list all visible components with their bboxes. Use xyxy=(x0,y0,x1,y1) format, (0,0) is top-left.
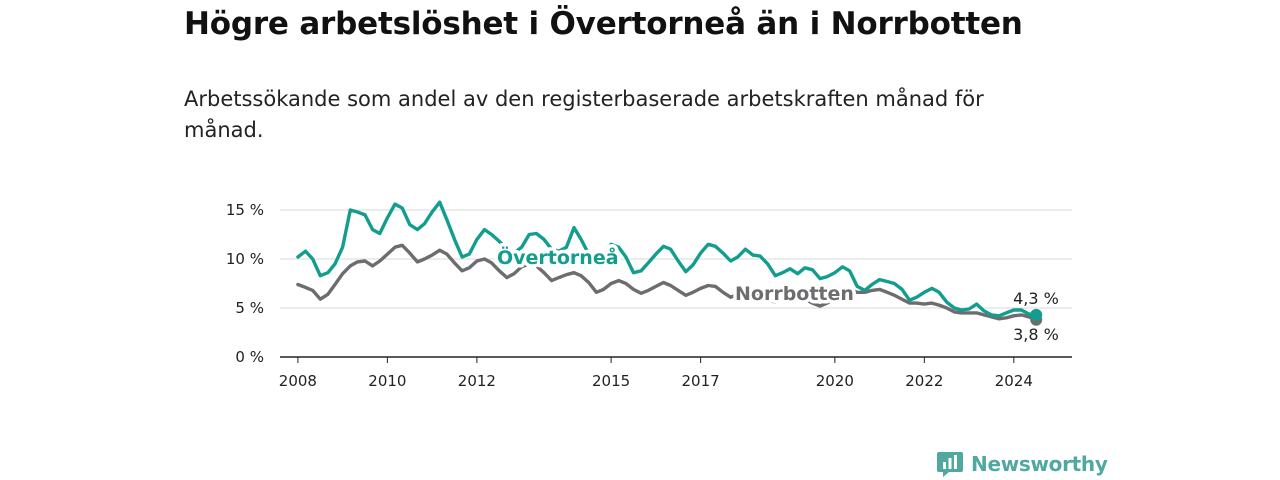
x-tick-label: 2022 xyxy=(905,372,943,390)
x-axis-ticks: 2008 2010 2012 2015 2017 2020 2022 2024 xyxy=(279,357,1033,390)
chart-subtitle: Arbetssökande som andel av den registerb… xyxy=(184,87,984,142)
y-tick-label: 5 % xyxy=(235,299,264,317)
end-value-label-norrbotten: 3,8 % xyxy=(1013,325,1059,344)
series-line-overtornea xyxy=(296,200,1038,318)
series-label-halo: Norrbotten xyxy=(735,283,854,305)
series-label-overtornea: Övertorneå xyxy=(497,245,619,269)
end-marker-overtornea xyxy=(1030,308,1043,321)
series-line-norrbotten xyxy=(296,243,1038,322)
x-tick-label: 2024 xyxy=(995,372,1033,390)
newsworthy-logo[interactable]: Newsworthy xyxy=(937,449,1108,479)
y-tick-label: 15 % xyxy=(226,201,264,219)
x-tick-label: 2012 xyxy=(458,372,496,390)
y-tick-label: 0 % xyxy=(235,348,264,366)
x-tick-label: 2008 xyxy=(279,372,317,390)
brand-name: Newsworthy xyxy=(971,452,1108,476)
chart-title: Högre arbetslöshet i Övertorneå än i Nor… xyxy=(184,6,1023,42)
series-lines xyxy=(296,200,1043,326)
y-axis-ticks: 0 % 5 % 10 % 15 % xyxy=(226,201,264,366)
newsworthy-logo-icon xyxy=(937,452,963,477)
x-tick-label: 2020 xyxy=(816,372,854,390)
series-label-halo: Övertorneå xyxy=(497,245,619,269)
x-tick-label: 2010 xyxy=(368,372,406,390)
x-tick-label: 2017 xyxy=(682,372,720,390)
y-tick-label: 10 % xyxy=(226,250,264,268)
x-tick-label: 2015 xyxy=(592,372,630,390)
series-label-norrbotten: Norrbotten xyxy=(735,283,854,305)
series-labels: ÖvertorneåÖvertorneåNorrbottenNorrbotten… xyxy=(494,242,1059,345)
end-value-label-overtornea: 4,3 % xyxy=(1013,289,1059,308)
gridlines xyxy=(280,209,1072,358)
